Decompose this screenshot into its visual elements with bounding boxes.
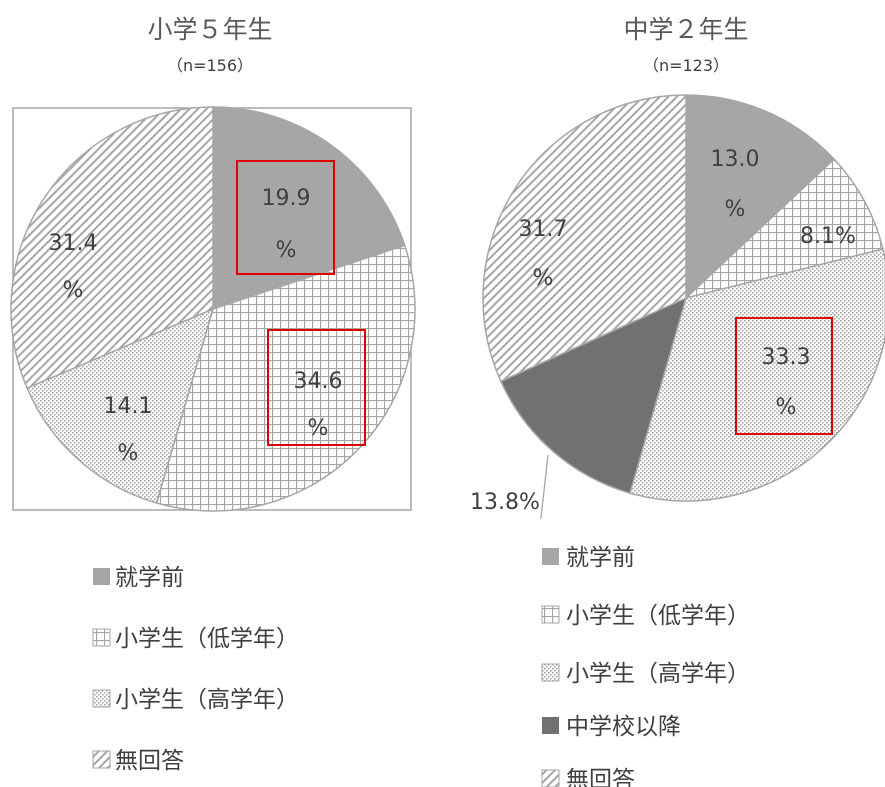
svg-text:%: % <box>533 266 554 291</box>
chart-title-grade8: 中学２年生 <box>623 15 748 44</box>
data-label-8-1: 8.1% <box>800 224 856 249</box>
svg-text:19.9: 19.9 <box>262 186 311 211</box>
data-label-13-0: 13.0 % <box>711 147 760 222</box>
leader-line-13-8 <box>540 454 549 519</box>
legend-item-lower-elementary: 小学生（低学年） <box>541 603 750 629</box>
pie-slice <box>685 94 836 300</box>
highlight-box-19-9 <box>236 160 335 275</box>
pie-slice <box>499 296 688 495</box>
chart-subtitle-grade5: （n=156） <box>167 56 253 75</box>
svg-text:34.6: 34.6 <box>294 369 343 394</box>
pie-slice <box>26 307 215 504</box>
highlight-box-34-6 <box>267 329 366 446</box>
svg-text:%: % <box>308 416 329 441</box>
legend-item-preschool: 就学前 <box>93 565 184 591</box>
pie-slice <box>683 158 884 300</box>
chart-title-grade5: 小学５年生 <box>147 15 272 44</box>
legend-item-no-answer: 無回答 <box>541 767 635 787</box>
pie-grade5 <box>10 106 416 512</box>
svg-text:14.1: 14.1 <box>104 394 153 419</box>
pie-slice <box>10 106 214 390</box>
svg-text:中学校以降: 中学校以降 <box>566 714 681 740</box>
svg-text:小学生（高学年）: 小学生（高学年） <box>566 661 750 687</box>
legend-grade8: 就学前 小学生（低学年） 小学生（高学年） 中学校以降 無回答 <box>541 545 750 787</box>
legend-item-no-answer: 無回答 <box>92 748 184 774</box>
chart-subtitle-grade8: （n=123） <box>643 56 729 75</box>
svg-text:%: % <box>776 395 797 420</box>
svg-text:13.8%: 13.8% <box>470 490 540 515</box>
legend-item-lower-elementary: 小学生（低学年） <box>92 626 299 652</box>
svg-text:無回答: 無回答 <box>566 767 635 787</box>
svg-text:31.4: 31.4 <box>49 231 98 256</box>
svg-text:小学生（高学年）: 小学生（高学年） <box>115 687 299 713</box>
legend-item-upper-elementary: 小学生（高学年） <box>541 661 750 687</box>
svg-text:33.3: 33.3 <box>762 345 811 370</box>
svg-text:就学前: 就学前 <box>566 545 635 571</box>
svg-text:%: % <box>63 278 84 303</box>
legend-item-upper-elementary: 小学生（高学年） <box>92 687 299 713</box>
legend-item-preschool: 就学前 <box>542 545 635 571</box>
pie-slice <box>482 94 687 383</box>
svg-text:%: % <box>118 441 139 466</box>
data-label-31-4: 31.4 % <box>49 231 98 303</box>
svg-text:31.7: 31.7 <box>519 217 568 242</box>
data-label-19-9: 19.9 % <box>262 186 311 263</box>
svg-text:8.1%: 8.1% <box>800 224 856 249</box>
svg-text:就学前: 就学前 <box>115 565 184 591</box>
svg-text:無回答: 無回答 <box>115 748 184 774</box>
svg-text:%: % <box>725 197 746 222</box>
legend-grade5: 就学前 小学生（低学年） 小学生（高学年） 無回答 <box>92 565 299 774</box>
legend-item-junior-high-or-later: 中学校以降 <box>542 714 681 740</box>
data-label-34-6: 34.6 % <box>294 369 343 441</box>
data-label-31-7: 31.7 % <box>519 217 568 291</box>
highlight-box-33-3 <box>735 317 833 435</box>
pie-slice <box>628 248 885 502</box>
svg-text:小学生（低学年）: 小学生（低学年） <box>566 603 750 629</box>
data-label-33-3: 33.3 % <box>762 345 811 420</box>
pie-grade8 <box>482 94 885 502</box>
svg-text:13.0: 13.0 <box>711 147 760 172</box>
svg-text:小学生（低学年）: 小学生（低学年） <box>115 626 299 652</box>
data-label-13-8: 13.8% <box>470 490 540 515</box>
pie-slice <box>212 106 406 311</box>
svg-text:%: % <box>276 238 297 263</box>
data-label-14-1: 14.1 % <box>104 394 153 466</box>
